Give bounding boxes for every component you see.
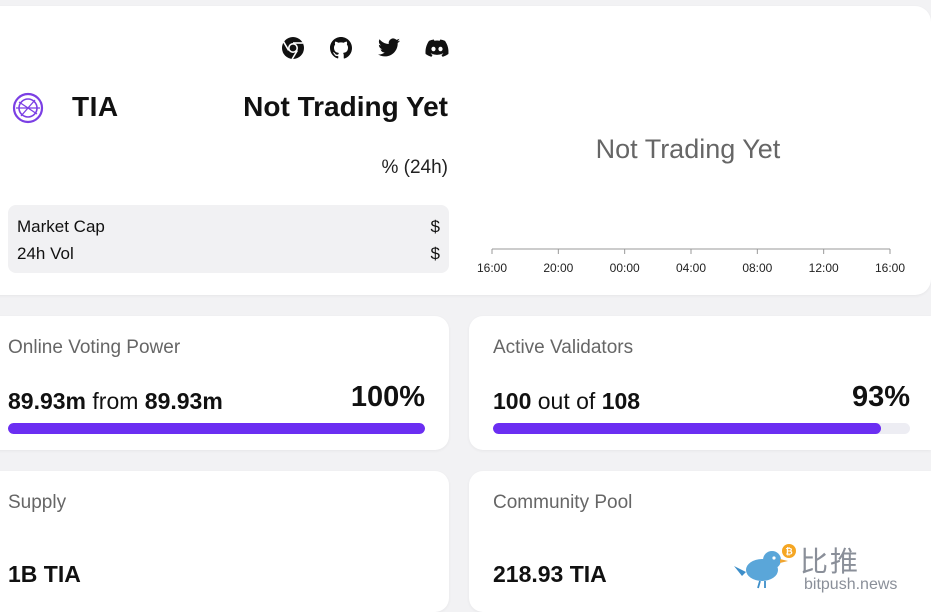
x-axis-tick-label: 16:00 [875,261,905,275]
supply-card [0,471,449,612]
community-pool-label: Community Pool [493,492,633,513]
community-pool-card [469,471,931,612]
x-axis-tick-label: 08:00 [742,261,772,275]
active-validators-label: Active Validators [493,337,634,358]
volume-value: $ [430,243,440,263]
token-symbol: TIA [72,91,119,122]
x-axis-tick-label: 16:00 [477,261,507,275]
active-validators-figure: 100 out of 108 [493,388,640,415]
community-pool-value: 218.93 TIA [493,561,607,587]
volume-row: 24h Vol $ [17,240,440,267]
voting-power-total: 89.93m [144,388,223,414]
active-validators-percent: 93% [851,381,910,413]
x-axis-tick-label: 04:00 [676,261,706,275]
supply-value: 1B TIA [8,561,81,587]
active-validators-count: 100 [493,388,532,414]
market-cap-value: $ [430,216,440,236]
active-validators-progress-fill [493,423,881,434]
voting-power-online: 89.93m [8,388,87,414]
bird-logo-icon: ₿ [734,544,796,589]
voting-power-from: from [92,388,139,414]
github-icon[interactable] [329,36,353,60]
voting-power-percent: 100% [350,381,425,413]
volume-label: 24h Vol [17,243,74,263]
market-cap-row: Market Cap $ [17,213,440,240]
bitpush-watermark: ₿ 比推 bitpush.news [732,540,922,600]
price-chart-axis: 16:00 20:00 00:00 04:00 08:00 12:00 16:00 [477,248,905,275]
chrome-icon[interactable] [281,36,305,60]
voting-power-progress-fill [8,423,425,434]
supply-label: Supply [8,492,67,513]
watermark-en-text: bitpush.news [804,576,898,593]
tia-logo-icon [12,92,44,124]
active-validators-out-of: out of [537,388,596,414]
active-validators-progress [493,423,910,434]
voting-power-figure: 89.93m from 89.93m [8,388,223,415]
token-price: Not Trading Yet [243,91,448,122]
svg-text:₿: ₿ [785,547,792,557]
market-stats: Market Cap $ 24h Vol $ [8,205,449,273]
voting-power-label: Online Voting Power [8,337,181,358]
x-axis-tick-label: 20:00 [543,261,573,275]
market-cap-label: Market Cap [17,216,105,236]
chart-placeholder-message: Not Trading Yet [595,134,781,164]
price-change-24h: % (24h) [381,157,448,178]
twitter-icon[interactable] [377,36,401,60]
x-axis-tick-label: 12:00 [809,261,839,275]
voting-power-progress [8,423,425,434]
discord-icon[interactable] [425,36,449,60]
watermark-cn-text: 比推 [800,546,861,577]
active-validators-total: 108 [601,388,641,414]
social-links [281,36,449,60]
x-axis-tick-label: 00:00 [610,261,640,275]
